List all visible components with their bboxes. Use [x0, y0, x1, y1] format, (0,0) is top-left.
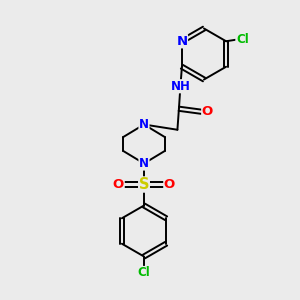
Text: Cl: Cl — [138, 266, 150, 280]
Text: N: N — [176, 35, 188, 48]
Text: S: S — [139, 177, 149, 192]
Text: N: N — [139, 157, 149, 170]
Text: NH: NH — [170, 80, 190, 93]
Text: O: O — [202, 105, 213, 118]
Text: O: O — [164, 178, 175, 191]
Text: N: N — [139, 118, 149, 131]
Text: O: O — [113, 178, 124, 191]
Text: Cl: Cl — [236, 33, 249, 46]
